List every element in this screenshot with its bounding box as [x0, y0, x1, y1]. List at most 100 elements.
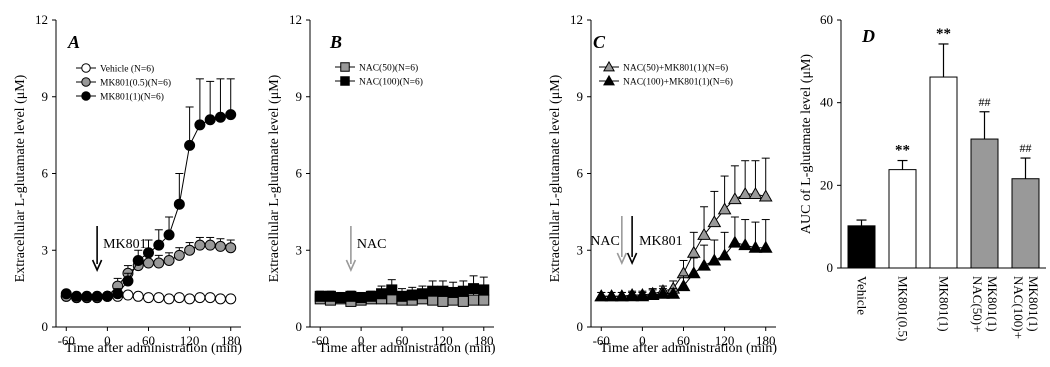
data-point — [738, 186, 753, 199]
y-axis-title: Extracellular L-glutamate level (μM) — [267, 74, 282, 282]
panel-letter: C — [593, 32, 606, 52]
data-point — [676, 279, 691, 292]
data-point — [728, 235, 742, 248]
y-tick-label: 20 — [820, 177, 833, 192]
x-axis-title: Time after administration (min) — [318, 341, 496, 356]
data-point — [122, 275, 134, 287]
y-tick-label: 9 — [577, 89, 584, 104]
significance-marker: ## — [979, 95, 991, 109]
category-label: NAC(100)+ MK801(1) — [1011, 276, 1041, 339]
x-tick-label: 120 — [180, 333, 200, 348]
mk801-annotation: MK801 — [639, 234, 683, 249]
arrow-head — [626, 252, 638, 265]
legend-marker — [603, 60, 615, 72]
data-point — [204, 239, 216, 251]
data-point — [194, 292, 206, 304]
y-tick-label: 12 — [289, 12, 302, 27]
data-point — [686, 266, 701, 279]
dosing-annotation: NAC — [357, 237, 387, 252]
category-label-line: NAC(50)+ — [970, 276, 985, 332]
x-tick-label: 180 — [221, 333, 241, 348]
x-tick-label: -60 — [593, 333, 610, 348]
x-tick-label: 60 — [396, 333, 409, 348]
data-point — [194, 119, 206, 131]
data-point — [697, 227, 711, 240]
data-point — [604, 289, 619, 302]
data-point — [204, 114, 216, 126]
nac-arrow — [616, 216, 628, 265]
data-point — [707, 215, 722, 228]
data-point — [447, 286, 459, 298]
dosing-arrow — [345, 226, 357, 272]
category-label: MK801(0.5) — [896, 276, 911, 341]
x-axis-title: Time after administration (min) — [65, 341, 243, 356]
data-point — [101, 290, 113, 302]
data-point — [478, 294, 490, 306]
series-line — [66, 114, 231, 297]
y-tick-label: 60 — [820, 12, 833, 27]
data-point — [214, 111, 226, 123]
x-tick-label: -60 — [58, 333, 75, 348]
x-tick-label: 120 — [715, 333, 735, 348]
y-tick-label: 0 — [42, 319, 49, 334]
data-point — [635, 289, 650, 302]
data-point — [153, 292, 165, 304]
data-point — [225, 109, 237, 121]
mk801-arrow — [626, 216, 638, 265]
category-label: MK801(1) — [937, 276, 952, 332]
data-point — [386, 284, 398, 296]
x-tick-label: 0 — [104, 333, 111, 348]
data-point — [748, 240, 763, 253]
bar — [970, 138, 999, 269]
category-label-line: MK801(1) — [937, 276, 952, 332]
arrow-head — [616, 252, 628, 265]
y-axis-title: AUC of L-glutamate level (μM) — [799, 54, 814, 234]
panel-letter: D — [861, 26, 875, 46]
data-point — [163, 254, 175, 266]
data-point — [376, 288, 388, 300]
data-point — [143, 247, 154, 259]
data-point — [656, 286, 670, 299]
panel-d-bar-chart: 0 20 40 60 AUC of L-glutamate level (μM) D Veh… — [799, 12, 1046, 341]
data-point — [112, 288, 124, 300]
data-point — [427, 285, 439, 297]
data-point — [697, 258, 711, 271]
y-tick-label: 9 — [296, 89, 303, 104]
x-tick-label: 60 — [677, 333, 690, 348]
category-label-line: NAC(100)+ — [1011, 276, 1026, 339]
data-point — [748, 186, 763, 199]
data-point — [71, 290, 83, 302]
legend-label: NAC(50)(N=6) — [359, 63, 418, 74]
legend-label: MK801(1)(N=6) — [100, 92, 164, 103]
data-point — [225, 242, 237, 254]
y-tick-label: 0 — [577, 319, 584, 334]
x-tick-label: 60 — [142, 333, 155, 348]
panel-letter: A — [67, 32, 80, 52]
data-point — [225, 293, 237, 305]
data-point — [645, 288, 660, 301]
data-point — [194, 239, 206, 251]
y-tick-label: 3 — [577, 242, 584, 257]
x-tick-label: 180 — [756, 333, 776, 348]
data-point — [91, 290, 103, 302]
data-point — [614, 289, 629, 302]
data-point — [60, 288, 72, 300]
data-point — [345, 290, 357, 302]
data-point — [132, 290, 144, 302]
legend-marker — [603, 74, 615, 86]
data-point — [468, 294, 480, 306]
data-point — [717, 202, 732, 215]
nac-annotation: NAC — [590, 234, 620, 249]
data-point — [437, 285, 449, 297]
data-point — [457, 295, 469, 307]
legend-marker — [81, 77, 91, 87]
category-label-line: MK801(0.5) — [896, 276, 911, 341]
data-point — [406, 289, 418, 301]
category-label-line: MK801(1) — [1026, 276, 1041, 332]
series-2 — [314, 275, 490, 304]
data-point — [184, 293, 196, 305]
data-point — [707, 253, 722, 266]
